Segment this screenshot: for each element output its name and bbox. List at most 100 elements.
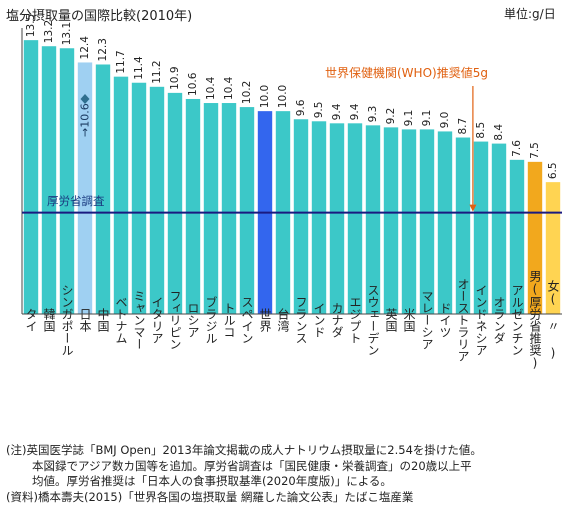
value-label-29: 6.5	[547, 162, 559, 179]
value-label-16: 9.5	[313, 102, 325, 119]
bar-8	[167, 92, 183, 314]
who-arrow-head	[469, 204, 477, 212]
category-label-3: 日本	[78, 308, 92, 333]
category-label-11: トルコ	[222, 302, 236, 338]
bar-10	[203, 103, 219, 315]
category-label-18: エジプト	[348, 296, 362, 344]
category-label-0: タイ	[24, 308, 38, 332]
value-label-10: 10.4	[205, 76, 217, 100]
value-label-6: 11.4	[133, 56, 145, 80]
category-label-25: インドネシア	[474, 284, 488, 356]
category-label-19: スウェーデン	[366, 284, 380, 356]
note-line-2: 本図録でアジア数カ国等を追加。厚労省調査は「国民健康・栄養調査」の20歳以上平	[32, 458, 472, 473]
bar-21	[401, 129, 417, 314]
category-label-10: ブラジル	[204, 295, 218, 344]
bar-3	[77, 62, 93, 315]
bar-18	[347, 123, 363, 314]
category-label-7: イタリア	[150, 296, 164, 344]
value-label-20: 9.2	[385, 108, 397, 125]
category-label-22: マレーシア	[420, 290, 434, 350]
note-line-3: 均値。厚労省推奨は「日本人の食事摂取基準(2020年度版)」による。	[32, 474, 392, 488]
category-label-24: オーストラリア	[456, 278, 470, 362]
value-label-26: 8.4	[493, 124, 505, 141]
bar-23	[437, 131, 453, 314]
who-label: 世界保健機関(WHO)推奨値5g	[325, 65, 488, 80]
value-label-27: 7.6	[511, 140, 523, 157]
japan-survey-value-label: →10.6	[79, 103, 92, 137]
category-label-5: ベトナム	[114, 296, 128, 344]
value-label-7: 11.2	[151, 60, 163, 83]
value-label-9: 10.6	[187, 72, 199, 96]
bar-20	[383, 127, 399, 314]
bar-19	[365, 125, 381, 314]
value-label-15: 9.6	[295, 99, 307, 116]
japan-survey-marker	[80, 93, 90, 104]
note-line-1: (注)英国医学誌「BMJ Open」2013年論文掲載の成人ナトリウム摂取量に2…	[6, 443, 482, 457]
value-label-17: 9.4	[331, 103, 343, 120]
bar-22	[419, 129, 435, 314]
category-label-8: フィリピン	[168, 290, 182, 350]
category-label-20: 英国	[384, 308, 398, 332]
bar-28	[527, 161, 543, 314]
category-label-17: カナダ	[330, 302, 344, 338]
bar-27	[509, 159, 525, 314]
bar-5	[113, 76, 129, 315]
value-label-8: 10.9	[169, 66, 181, 89]
category-label-1: 韓国	[42, 308, 56, 332]
bar-9	[185, 98, 201, 314]
bar-0	[23, 40, 39, 315]
value-label-18: 9.4	[349, 103, 361, 120]
bar-4	[95, 64, 111, 314]
bar-29	[545, 182, 561, 314]
bar-11	[221, 103, 237, 315]
value-label-21: 9.1	[403, 110, 415, 127]
category-label-9: ロシア	[186, 302, 200, 338]
bar-1	[41, 46, 57, 314]
value-label-24: 8.7	[457, 118, 469, 135]
value-label-4: 12.3	[97, 38, 109, 61]
bar-7	[149, 86, 165, 314]
bar-6	[131, 82, 147, 314]
value-label-28: 7.5	[529, 142, 541, 159]
category-label-15: フランス	[294, 296, 308, 344]
value-label-0: 13.5	[25, 14, 37, 37]
value-label-19: 9.3	[367, 106, 379, 123]
category-label-2: シンガポール	[60, 284, 74, 356]
value-label-13: 10.0	[259, 85, 271, 108]
category-label-16: インド	[312, 302, 326, 338]
value-label-1: 13.2	[43, 20, 55, 43]
value-label-23: 9.0	[439, 112, 451, 129]
category-label-12: スペイン	[240, 296, 254, 344]
category-label-29: 女( 〃 )	[546, 279, 560, 360]
category-label-28: 男(厚労省推奨)	[528, 270, 542, 370]
value-label-22: 9.1	[421, 110, 433, 127]
bar-16	[311, 121, 327, 315]
bar-17	[329, 123, 345, 314]
bar-chart: 13.5 タイ 13.2 韓国 13.1 シンガポール 12.4 日本 12.3 中国 11.7 ベト…	[21, 14, 562, 370]
category-label-13: 世界	[258, 308, 272, 333]
category-label-27: アルゼンチン	[510, 284, 524, 356]
value-label-3: 12.4	[79, 36, 91, 60]
value-label-25: 8.5	[475, 122, 487, 139]
category-label-26: オランダ	[492, 296, 506, 344]
bar-26	[491, 143, 507, 314]
bar-12	[239, 107, 255, 314]
category-label-23: ドイツ	[438, 302, 452, 338]
notes: (注)英国医学誌「BMJ Open」2013年論文掲載の成人ナトリウム摂取量に2…	[6, 443, 580, 505]
chart-title: 塩分摂取量の国際比較(2010年)	[6, 9, 193, 24]
value-label-5: 11.7	[115, 50, 127, 73]
bar-15	[293, 119, 309, 314]
source-line: (資料)橋本壽夫(2015)「世界各国の塩摂取量 網羅した論文公表」たばこ塩産業	[6, 489, 414, 504]
category-label-21: 米国	[402, 308, 416, 332]
category-label-4: 中国	[96, 307, 110, 332]
value-label-12: 10.2	[241, 81, 253, 104]
bar-2	[59, 48, 75, 314]
bar-24	[455, 137, 471, 314]
unit-label: 単位:g/日	[504, 7, 556, 21]
value-label-2: 13.1	[61, 22, 73, 45]
category-label-6: ミャンマー	[132, 290, 146, 350]
japan-survey-label: 厚労省調査	[47, 194, 105, 208]
value-label-11: 10.4	[223, 76, 235, 100]
bar-25	[473, 141, 489, 314]
category-label-14: 台湾	[276, 307, 290, 333]
